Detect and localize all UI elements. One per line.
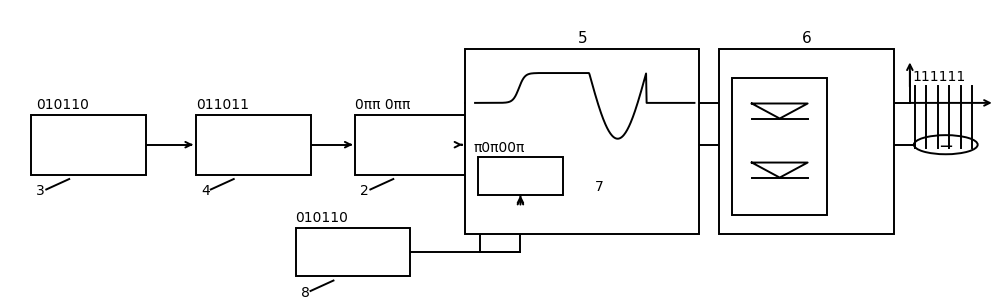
- Text: 8: 8: [301, 286, 309, 300]
- Bar: [732, 78, 827, 215]
- Bar: [196, 115, 311, 175]
- Text: 0ππ 0ππ: 0ππ 0ππ: [355, 98, 411, 112]
- Bar: [478, 157, 563, 195]
- Text: π0π00π: π0π00π: [473, 141, 524, 155]
- Text: 5: 5: [577, 31, 587, 46]
- Text: 2: 2: [360, 185, 369, 198]
- Text: 010110: 010110: [296, 211, 348, 225]
- Bar: [719, 49, 894, 234]
- Text: 010110: 010110: [36, 98, 89, 112]
- Text: 4: 4: [201, 185, 210, 198]
- Text: 3: 3: [36, 185, 45, 198]
- Text: 011011: 011011: [196, 98, 249, 112]
- Bar: [465, 49, 699, 234]
- Text: 6: 6: [802, 31, 812, 46]
- Bar: [31, 115, 146, 175]
- Bar: [296, 228, 410, 276]
- Text: 111111: 111111: [913, 69, 966, 84]
- Bar: [355, 115, 465, 175]
- Text: 7: 7: [595, 180, 603, 194]
- Text: $-$: $-$: [938, 136, 953, 154]
